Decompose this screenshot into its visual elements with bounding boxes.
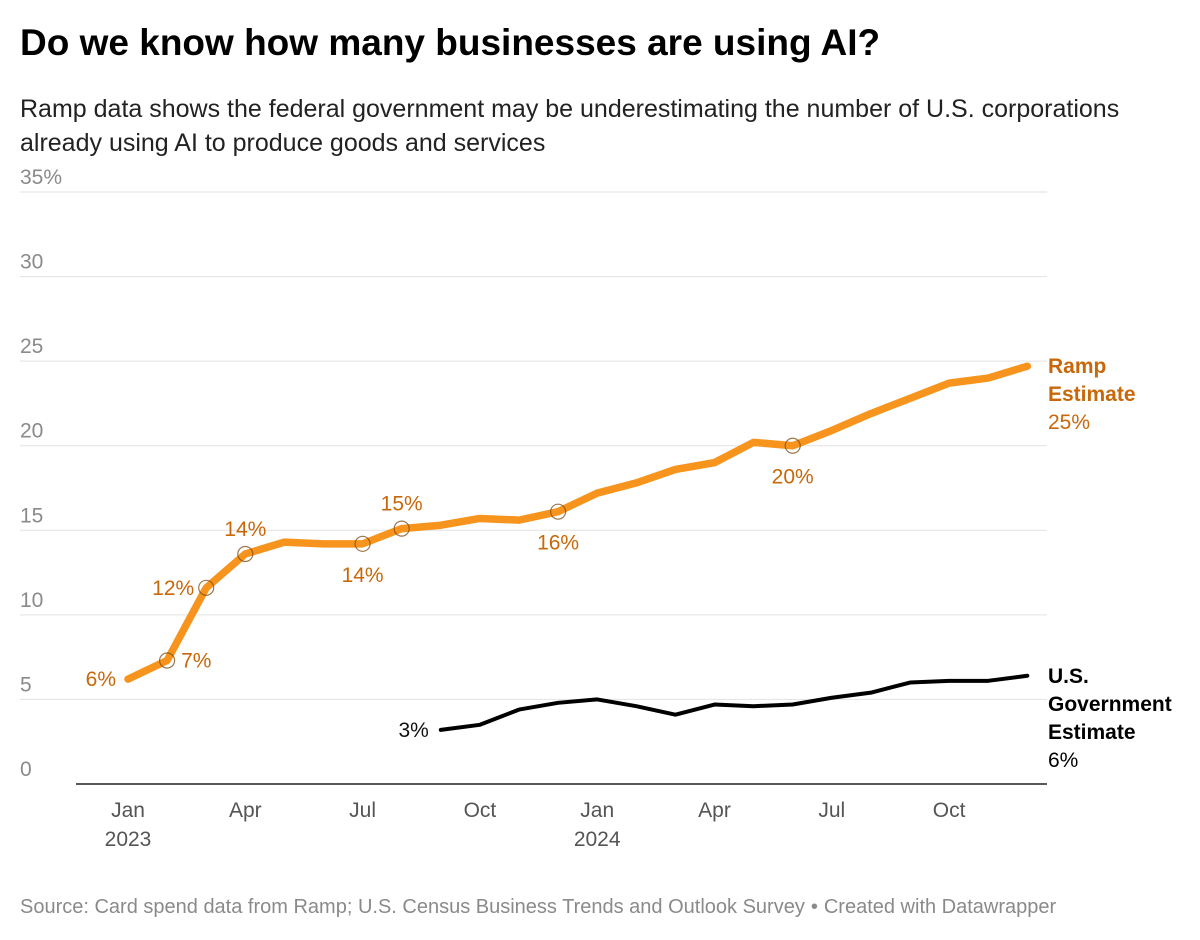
ramp-point-marker xyxy=(237,545,254,563)
line-chart: 0 5 10 15 20 25 30 35% Jan 2023 Apr Jul Oct Jan 2024 Ap… xyxy=(20,166,1172,851)
source-separator: • xyxy=(810,896,818,918)
ramp-point-marker xyxy=(159,652,176,669)
ramp-series-label: Estimate xyxy=(1048,383,1136,406)
ramp-end-value-label: 25% xyxy=(1048,411,1090,434)
x-tick-year-label: 2023 xyxy=(105,828,152,851)
y-tick-label: 20 xyxy=(20,420,43,443)
x-tick-label: Jul xyxy=(818,799,845,822)
ramp-data-label: 12% xyxy=(152,577,194,600)
chart-subtitle: Ramp data shows the federal government m… xyxy=(20,95,1120,157)
government-series-label: Estimate xyxy=(1048,721,1136,744)
source-text: Source: Card spend data from Ramp; U.S. … xyxy=(20,896,805,918)
y-tick-label: 5 xyxy=(20,673,32,696)
ramp-point-marker xyxy=(354,535,371,552)
y-tick-label: 25 xyxy=(20,335,43,358)
y-tick-label: 30 xyxy=(20,251,43,274)
x-tick-label: Apr xyxy=(698,799,731,822)
government-series-label: Government xyxy=(1048,693,1172,716)
ramp-data-label: 14% xyxy=(224,518,266,541)
x-tick-label: Jan xyxy=(580,799,614,822)
ramp-point-marker xyxy=(784,437,801,454)
y-tick-label: 35% xyxy=(20,166,62,189)
x-tick-label: Oct xyxy=(464,799,497,822)
ramp-data-label: 14% xyxy=(342,564,384,587)
ramp-point-marker xyxy=(393,520,410,537)
ramp-point-marker xyxy=(198,579,215,596)
ramp-series-label: Ramp xyxy=(1048,355,1106,378)
government-end-value-label: 6% xyxy=(1048,749,1078,772)
ramp-data-label: 15% xyxy=(381,493,423,516)
source-note: Source: Card spend data from Ramp; U.S. … xyxy=(20,896,1056,919)
ramp-estimate-line xyxy=(124,362,1032,683)
ramp-data-label: 20% xyxy=(772,466,814,489)
x-tick-year-label: 2024 xyxy=(574,828,621,851)
x-tick-label: Jul xyxy=(349,799,376,822)
y-tick-label: 0 xyxy=(20,758,32,781)
government-estimate-line xyxy=(438,673,1030,732)
source-credit: Created with Datawrapper xyxy=(823,896,1057,918)
ramp-data-label: 6% xyxy=(86,668,116,691)
y-tick-label: 10 xyxy=(20,589,43,612)
government-data-label: 3% xyxy=(398,719,428,742)
ramp-data-label: 16% xyxy=(537,532,579,555)
x-tick-label: Jan xyxy=(111,799,145,822)
ramp-point-marker xyxy=(549,503,567,520)
x-tick-label: Oct xyxy=(933,799,966,822)
chart-title: Do we know how many businesses are using… xyxy=(20,22,881,63)
government-series-label: U.S. xyxy=(1048,665,1089,688)
y-tick-label: 15 xyxy=(20,504,43,527)
ramp-data-label: 7% xyxy=(181,650,211,673)
x-tick-label: Apr xyxy=(229,799,262,822)
